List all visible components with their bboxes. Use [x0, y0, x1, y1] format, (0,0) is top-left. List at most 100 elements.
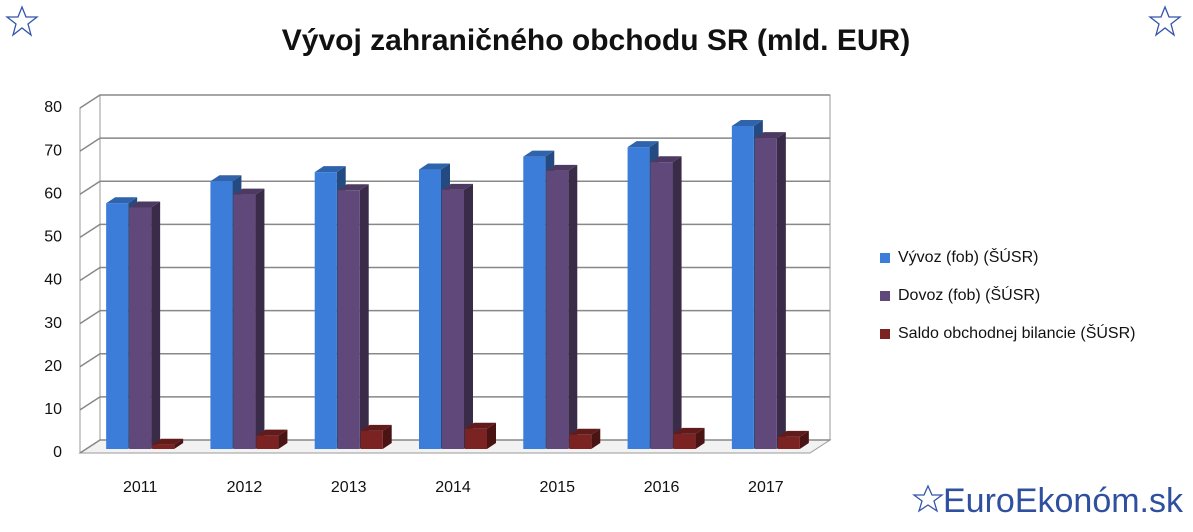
bar-top: [210, 175, 242, 182]
bar-side: [151, 201, 161, 449]
bar-front: [337, 190, 360, 449]
bar-side: [382, 424, 392, 449]
bar-side: [695, 427, 705, 449]
bar-front: [129, 207, 152, 449]
bar-side: [799, 430, 809, 449]
bar: [360, 424, 392, 449]
chart-title: Vývoj zahraničného obchodu SR (mld. EUR): [282, 24, 910, 57]
bar-top: [546, 164, 578, 171]
y-tick-label: 0: [53, 444, 62, 461]
bar-front: [569, 434, 592, 449]
bar-top: [314, 166, 346, 173]
y-tick-label: 70: [44, 142, 62, 159]
bar-front: [106, 203, 129, 449]
bar-top: [256, 429, 288, 436]
bar-top: [129, 201, 161, 208]
bar-top: [754, 132, 786, 139]
bar-side: [278, 429, 288, 449]
legend-swatch: [880, 291, 890, 301]
y-tick-label: 50: [44, 229, 62, 246]
grid-line: [79, 353, 830, 368]
bar-top: [627, 141, 659, 148]
bar-top: [523, 150, 555, 157]
legend-label: Dovoz (fob) (ŠÚSR): [898, 285, 1040, 304]
bar-top: [465, 422, 496, 429]
bar-top: [337, 184, 369, 191]
bar-front: [210, 181, 233, 449]
bar-front: [754, 138, 777, 449]
bar-top: [360, 424, 392, 431]
bar: [337, 184, 369, 449]
bar: [129, 201, 161, 449]
grid-line: [79, 94, 830, 109]
bar-side: [464, 183, 473, 449]
bar-top: [152, 438, 184, 445]
bar-top: [442, 183, 473, 190]
plot: 0 10 20 30 40 50 60 70 80 2011 2012 2013 2014 2015 201…: [44, 94, 1135, 496]
bar: [465, 422, 496, 449]
grid-line: [79, 223, 830, 239]
bar-top: [731, 119, 763, 126]
y-tick-label: 10: [44, 401, 62, 418]
bar-top: [673, 427, 705, 434]
bar: [546, 164, 578, 449]
bar-side: [591, 428, 601, 449]
bar-top: [233, 188, 265, 195]
y-tick-label: 20: [44, 358, 62, 375]
bar-front: [314, 172, 337, 449]
bar-top: [419, 163, 450, 170]
grid-line: [79, 309, 830, 325]
y-tick-label: 30: [44, 315, 62, 332]
legend-label: Saldo obchodnej bilancie (ŠÚSR): [898, 323, 1135, 342]
x-tick-label: 2016: [644, 479, 680, 496]
grid-line: [79, 137, 830, 152]
bar-top: [777, 430, 809, 437]
bar: [256, 429, 288, 449]
bar-side: [174, 438, 184, 449]
bar-front: [360, 430, 383, 449]
bar-front: [419, 169, 441, 450]
y-tick-label: 40: [44, 272, 62, 289]
bar: [569, 428, 601, 449]
bar-top: [106, 197, 138, 204]
bar-front: [233, 194, 256, 449]
bar-front: [546, 170, 569, 449]
bar: [152, 438, 184, 449]
bar-front: [627, 147, 650, 449]
decor-stars: [5, 5, 1182, 513]
x-tick-label: 2014: [435, 479, 471, 496]
bar: [673, 427, 705, 449]
bar: [650, 156, 682, 449]
bar-top: [650, 156, 682, 163]
watermark: EuroEkonóm.sk: [943, 482, 1184, 520]
x-tick-label: 2015: [539, 479, 575, 496]
bar: [754, 132, 786, 449]
bar-front: [650, 162, 673, 449]
bar-front: [777, 436, 800, 449]
x-tick-label: 2013: [331, 479, 367, 496]
legend-swatch: [880, 329, 890, 339]
x-tick-label: 2011: [123, 479, 158, 496]
grid-line: [79, 266, 830, 282]
bar-front: [465, 428, 487, 449]
bar-side: [672, 156, 682, 449]
bar-front: [152, 444, 175, 449]
x-tick-label: 2017: [748, 479, 784, 496]
bar-side: [568, 164, 578, 449]
bar: [442, 183, 473, 449]
bar-front: [731, 125, 754, 450]
y-tick-label: 80: [44, 99, 62, 116]
bar-top: [569, 428, 601, 435]
bar-side: [776, 132, 786, 449]
grid-line: [79, 180, 830, 195]
legend-label: Vývoz (fob) (ŠÚSR): [898, 247, 1038, 266]
y-tick-label: 60: [44, 185, 62, 202]
bar-front: [256, 435, 279, 449]
bar-front: [442, 189, 464, 449]
bar-side: [255, 188, 265, 449]
bar: [777, 430, 809, 449]
bar-side: [487, 422, 496, 449]
bar-side: [359, 184, 369, 449]
x-tick-label: 2012: [227, 479, 263, 496]
